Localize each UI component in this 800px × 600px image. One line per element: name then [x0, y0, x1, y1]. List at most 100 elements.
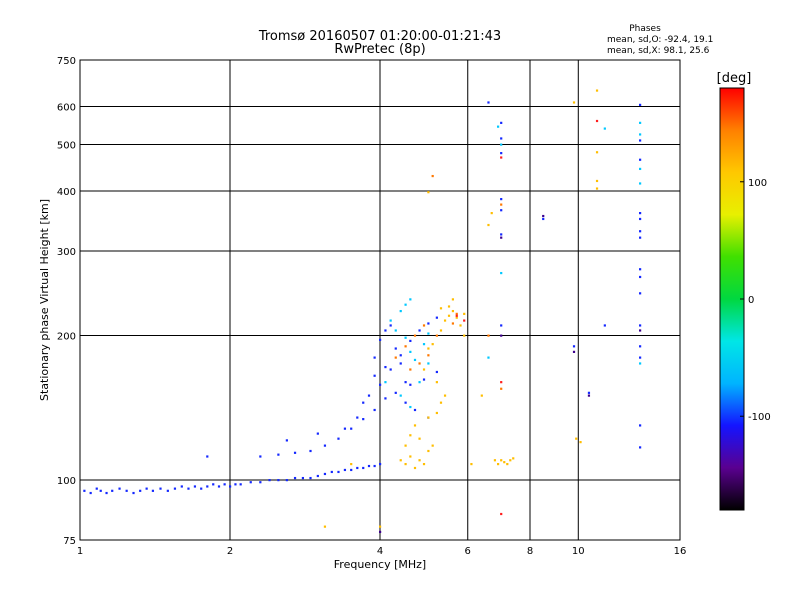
- x-tick-label: 4: [377, 546, 383, 557]
- data-point: [435, 381, 438, 384]
- data-point: [595, 119, 599, 123]
- y-axis-ticks: 75 100 200 300 400 500 600 750: [57, 56, 76, 547]
- data-point: [427, 416, 430, 419]
- data-point: [350, 427, 353, 430]
- x-tick-label: 16: [674, 546, 687, 557]
- data-point: [427, 449, 430, 453]
- colorbar-tick-label: 0: [748, 295, 754, 306]
- data-point: [542, 217, 545, 221]
- data-point: [639, 158, 642, 161]
- data-point: [316, 474, 319, 478]
- data-point: [180, 485, 183, 488]
- data-point: [373, 356, 376, 359]
- data-point: [384, 329, 387, 332]
- data-point: [399, 459, 402, 462]
- data-point: [500, 137, 503, 140]
- data-point: [409, 298, 412, 301]
- colorbar-tick-label: -100: [748, 412, 771, 423]
- data-point: [500, 209, 503, 212]
- data-point: [367, 464, 371, 468]
- x-tick-label: 6: [465, 546, 471, 557]
- data-point: [603, 127, 606, 130]
- data-point: [500, 512, 503, 516]
- data-point: [285, 439, 288, 442]
- data-point: [506, 462, 509, 466]
- data-point: [595, 151, 599, 154]
- data-point: [427, 362, 430, 365]
- data-point: [435, 316, 438, 319]
- data-point: [639, 292, 642, 295]
- colorbar-ticks: 100 0 -100: [740, 178, 771, 423]
- data-point: [409, 339, 412, 343]
- data-point: [301, 476, 305, 480]
- grid: [80, 60, 680, 540]
- data-point: [439, 307, 443, 310]
- data-point: [223, 483, 226, 486]
- data-point: [118, 487, 121, 490]
- data-point: [500, 459, 503, 462]
- data-point: [639, 446, 642, 449]
- data-point: [587, 394, 591, 397]
- data-point: [451, 309, 455, 313]
- data-point: [404, 303, 407, 306]
- data-point: [587, 391, 591, 394]
- data-point: [389, 324, 392, 327]
- data-point: [579, 441, 582, 444]
- data-point: [443, 394, 447, 397]
- data-point: [490, 212, 493, 215]
- data-point: [418, 459, 421, 462]
- data-point: [413, 408, 417, 412]
- data-point: [200, 487, 203, 490]
- data-point: [99, 489, 102, 492]
- y-tick-label: 200: [57, 332, 76, 343]
- data-point: [427, 347, 430, 350]
- data-point: [409, 455, 412, 458]
- data-point: [427, 191, 430, 194]
- data-point: [125, 489, 128, 492]
- data-point: [356, 416, 359, 419]
- data-point: [316, 432, 319, 435]
- data-point: [293, 451, 297, 454]
- data-point: [309, 476, 312, 480]
- x-axis-ticks: 1 2 4 6 8 10 16: [77, 546, 687, 557]
- data-point: [451, 322, 455, 325]
- data-point: [447, 305, 451, 308]
- data-point: [595, 89, 599, 92]
- data-point: [639, 230, 642, 233]
- data-point: [409, 434, 412, 437]
- data-point: [293, 476, 297, 480]
- data-point: [268, 479, 271, 482]
- data-point: [422, 378, 426, 381]
- data-point: [193, 485, 197, 488]
- data-point: [639, 275, 642, 279]
- colorbar-tick-label: 100: [748, 178, 767, 189]
- y-tick-label: 500: [57, 141, 76, 152]
- data-point: [487, 101, 490, 104]
- data-point: [206, 455, 209, 458]
- data-point: [337, 470, 340, 474]
- data-point: [413, 358, 417, 362]
- data-point: [639, 268, 642, 271]
- y-tick-label: 300: [57, 247, 76, 258]
- colorbar-label: [deg]: [717, 71, 752, 86]
- y-tick-label: 75: [63, 536, 76, 547]
- data-point: [422, 324, 426, 327]
- x-tick-label: 8: [527, 546, 533, 557]
- y-axis-label: Stationary phase Virtual Height [km]: [38, 199, 51, 401]
- data-point: [323, 472, 327, 476]
- data-point: [394, 391, 397, 394]
- data-point: [173, 487, 177, 490]
- x-tick-label: 10: [572, 546, 585, 557]
- data-point: [500, 233, 503, 236]
- data-point: [350, 468, 353, 472]
- data-point: [389, 319, 392, 322]
- data-point: [89, 491, 92, 495]
- data-point: [487, 334, 490, 337]
- data-point: [379, 383, 382, 386]
- data-point: [639, 139, 642, 142]
- data-point: [373, 464, 376, 468]
- data-point: [249, 481, 252, 484]
- data-point: [455, 314, 458, 317]
- data-point: [603, 324, 606, 327]
- data-point: [389, 368, 392, 371]
